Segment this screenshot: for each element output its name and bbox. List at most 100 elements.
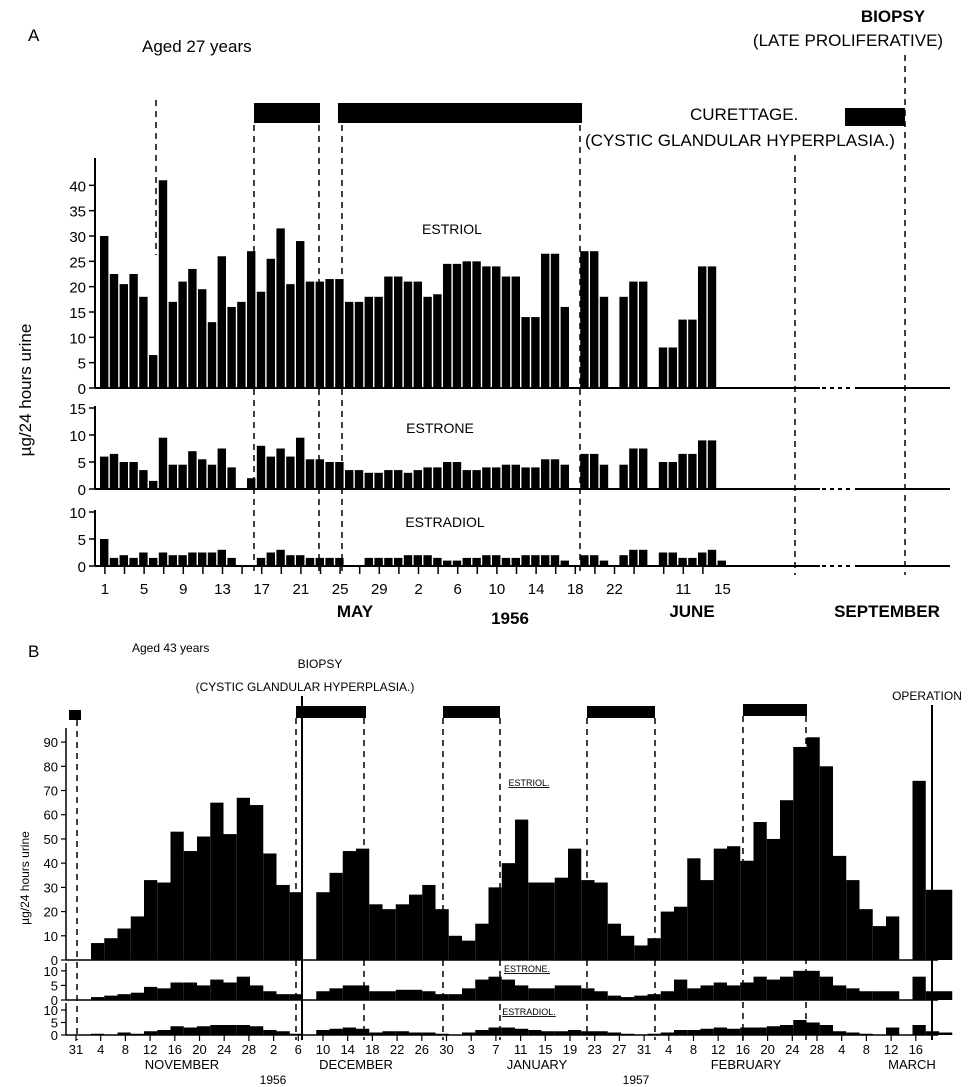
panel-b-biopsy-label: BIOPSY (298, 657, 343, 671)
panel-a-ytick-label: 5 (78, 455, 86, 472)
panel-a-bar (580, 453, 589, 489)
panel-a-month-may: MAY (337, 602, 374, 621)
panel-a-bar (423, 555, 432, 566)
panel-a-bar (433, 294, 442, 388)
panel-a-bar (384, 470, 393, 489)
panel-a-ytick-label: 10 (69, 330, 86, 347)
panel-a-bar (472, 470, 481, 489)
panel-b-bar (501, 979, 515, 1000)
panel-b-bar (727, 846, 741, 960)
panel-a-bar (374, 296, 383, 388)
panel-a-bar (384, 276, 393, 388)
panel-b-bar (647, 994, 661, 1000)
panel-b-bar (939, 1032, 953, 1035)
panel-a-bar (374, 557, 383, 566)
panel-a-bar (433, 467, 442, 489)
panel-a-bar (560, 306, 569, 388)
panel-a-ytick-label: 25 (69, 254, 86, 271)
panel-a-bar (325, 462, 334, 489)
panel-a-xtick-label: 14 (528, 581, 545, 598)
panel-a-bar (158, 552, 168, 566)
panel-a-bar (237, 301, 246, 388)
panel-a-bar (668, 462, 677, 489)
panel-a-bar (217, 448, 226, 489)
panel-a-bar (443, 263, 452, 388)
panel-b-bar (117, 994, 131, 1000)
panel-a-xtick-label: 22 (606, 581, 623, 598)
panel-b-year-1956: 1956 (260, 1073, 287, 1087)
panel-b-bar (766, 979, 780, 1000)
panel-a-bar (286, 555, 295, 566)
panel-b-bar (594, 1031, 608, 1035)
panel-a-ytick-label: 20 (69, 280, 86, 297)
panel-b-bar (475, 979, 489, 1000)
panel-b-bar (409, 894, 423, 960)
panel-b-bar (621, 1033, 635, 1035)
panel-a-bar (207, 552, 217, 566)
panel-a-curettage-sub: (CYSTIC GLANDULAR HYPERPLASIA.) (585, 131, 895, 150)
panel-a-bar (707, 549, 717, 566)
panel-b-bar (819, 766, 833, 960)
panel-b-bar (435, 994, 449, 1000)
panel-a-bar (256, 291, 266, 388)
panel-b-xtick-label: 7 (492, 1042, 499, 1057)
panel-b-ytick-label: 5 (51, 1016, 58, 1031)
panel-b-xtick-label: 20 (192, 1042, 206, 1057)
panel-b-xtick-label: 8 (690, 1042, 697, 1057)
panel-b-bar (501, 863, 515, 960)
panel-b-bar (833, 985, 847, 1000)
panel-b-month-december: DECEMBER (319, 1057, 393, 1072)
panel-b-bar (740, 982, 754, 1000)
panel-a-xtick-label: 21 (293, 581, 310, 598)
panel-b-bar (197, 985, 211, 1000)
panel-a-bar (443, 462, 452, 489)
panel-b-bar (727, 1028, 741, 1035)
panel-b-bar (183, 1027, 197, 1035)
panel-a-bar (266, 258, 275, 388)
panel-a-bar (364, 557, 373, 566)
panel-a-bar (717, 560, 726, 566)
panel-b-bar (541, 882, 555, 960)
panel-b-bar (501, 1027, 515, 1035)
panel-b-bar (144, 986, 158, 1000)
panel-b-bar (276, 994, 290, 1000)
panel-a-bar (325, 279, 334, 388)
panel-b-bar (872, 926, 886, 960)
panel-b-bar (528, 882, 542, 960)
panel-b-bar (210, 979, 224, 1000)
panel-b-bar (660, 991, 674, 1000)
panel-b-bar (170, 982, 184, 1000)
panel-a-bar (266, 552, 275, 566)
panel-a-bar (119, 284, 128, 388)
panel-b-bar (183, 982, 197, 1000)
panel-b-bar (607, 1032, 621, 1035)
panel-b-bar (753, 822, 767, 960)
panel-b-bar (912, 1025, 926, 1035)
panel-a-bar (501, 464, 511, 489)
panel-a-bar (149, 480, 158, 489)
panel-a-bar (501, 276, 511, 388)
panel-b-bar (462, 1032, 476, 1035)
panel-a-bar (276, 228, 285, 388)
panel-b-operation-label: OPERATION (892, 689, 962, 703)
panel-a-bar (678, 319, 687, 388)
panel-b-bar (316, 1030, 330, 1035)
panel-b-bar (382, 909, 396, 960)
panel-a-bar (433, 557, 442, 566)
panel-a-ytick-label: 0 (78, 482, 86, 499)
panel-a-bar (639, 448, 648, 489)
panel-a-bar (100, 539, 109, 566)
panel-b-bar (687, 1030, 701, 1035)
panel-b-bar (197, 1026, 211, 1035)
panel-a-ytick-label: 15 (69, 401, 86, 418)
panel-b-bar (886, 1027, 900, 1035)
panel-a-bar (599, 464, 609, 489)
panel-b-bar (144, 880, 158, 960)
panel-b-xtick-label: 14 (340, 1042, 354, 1057)
panel-b-xtick-label: 4 (665, 1042, 672, 1057)
panel-a-xtick-label: 18 (567, 581, 584, 598)
panel-b-bar (382, 1031, 396, 1035)
panel-a-bar (599, 296, 609, 388)
panel-b-bar (660, 1032, 674, 1035)
panel-b-bar (634, 995, 648, 1000)
